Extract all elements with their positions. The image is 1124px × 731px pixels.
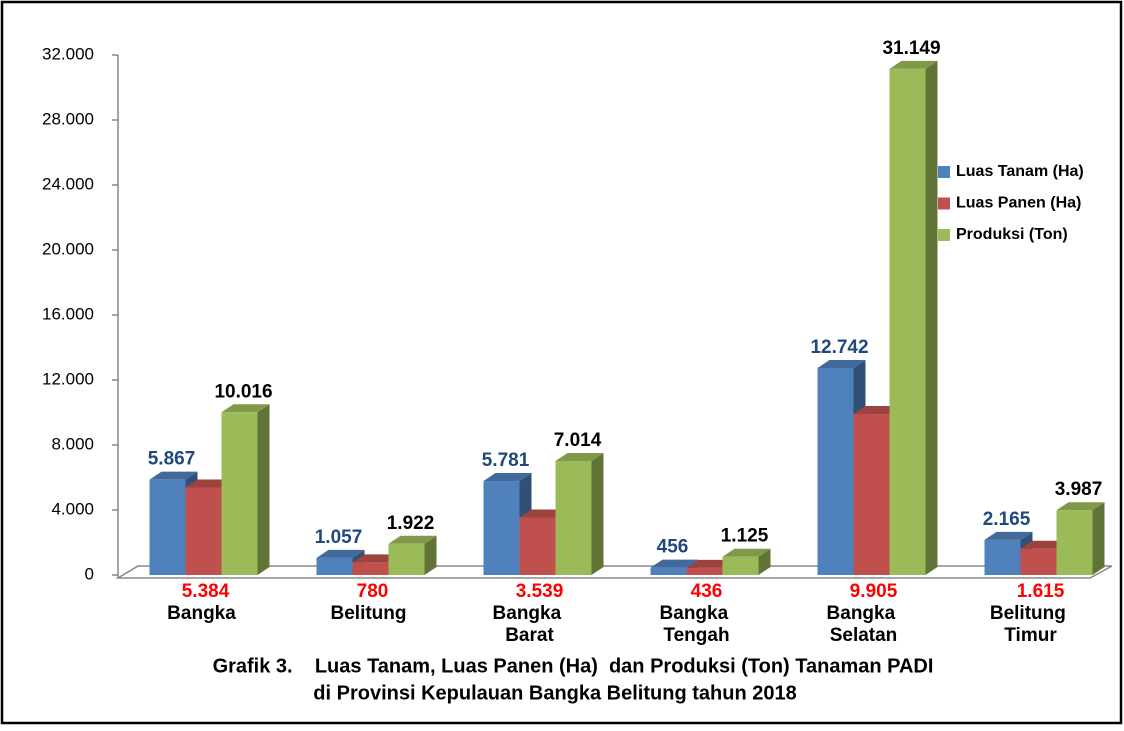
y-tick-label: 8.000 [51,434,94,453]
bar-side [257,404,270,575]
value-label: 3.539 [516,581,564,602]
bar [221,412,258,575]
bar-top [1056,502,1105,511]
bar-top [221,404,270,413]
legend-label: Luas Tanam (Ha) [956,163,1084,180]
bar [555,461,592,575]
value-label: 436 [691,581,723,602]
bar-top [316,549,365,558]
bar [1056,510,1093,575]
y-tick-label: 12.000 [42,369,94,388]
value-label: 10.016 [214,381,272,402]
bar [1020,548,1057,575]
value-label: 780 [357,581,389,602]
bar [483,481,520,575]
x-tick-label: Belitung [331,603,407,624]
bar [984,539,1021,575]
x-tick-label: Bangka Barat [493,603,567,646]
value-label: 9.905 [850,581,898,602]
value-label: 5.384 [182,581,230,602]
value-label: 31.149 [882,38,940,59]
x-tick-label: Bangka Selatan [827,603,901,646]
value-label: 456 [657,537,689,558]
value-label: 1.125 [721,526,769,547]
y-tick-label: 24.000 [42,174,94,193]
bar [853,414,890,575]
bar [316,557,353,575]
x-tick-label: Bangka Tengah [660,603,734,646]
bar [185,487,222,575]
value-label: 1.922 [387,513,435,534]
bar-top [388,535,437,544]
value-label: 5.781 [482,450,530,471]
bar-top [555,453,604,462]
legend-label: Luas Panen (Ha) [956,195,1081,212]
y-tick-label: 4.000 [51,499,94,518]
y-tick-label: 20.000 [42,239,94,258]
y-tick-label: 28.000 [42,109,94,128]
bar [889,68,926,576]
bar [817,367,854,575]
bar-side [424,535,437,575]
bar-side [758,548,771,575]
legend-swatch [938,229,950,241]
bar-side [591,453,604,575]
value-label: 7.014 [554,430,602,451]
bar-top [149,471,198,480]
value-label: 1.057 [315,527,363,548]
bar-top [722,548,771,557]
bar [149,479,186,575]
bar [388,543,425,575]
bar-side [925,60,938,576]
bar [722,556,759,575]
bar-top [984,531,1033,540]
y-tick-label: 32.000 [42,44,94,63]
value-label: 2.165 [983,509,1031,530]
legend-label: Produksi (Ton) [956,226,1068,243]
legend-swatch [938,197,950,210]
bar-top [483,473,532,482]
legend-swatch [938,166,950,178]
chart-title: di Provinsi Kepulauan Bangka Belitung ta… [313,682,796,704]
x-tick-label: Bangka [167,603,236,624]
chart-title: Grafik 3. Luas Tanam, Luas Panen (Ha) da… [213,655,934,677]
bar [352,562,389,575]
value-label: 1.615 [1017,581,1065,602]
x-tick-label: Belitung Timur [990,603,1071,646]
value-label: 5.867 [148,449,196,470]
value-label: 12.742 [810,337,868,358]
y-tick-label: 16.000 [42,304,94,323]
bar-top [650,559,699,568]
bar [650,567,687,575]
value-label: 3.987 [1055,479,1103,500]
bar-top [817,359,866,368]
bar [519,517,556,575]
bar [686,567,723,575]
bar-top [889,60,938,69]
bar-side [1092,502,1105,575]
y-tick-label: 0 [85,564,94,583]
